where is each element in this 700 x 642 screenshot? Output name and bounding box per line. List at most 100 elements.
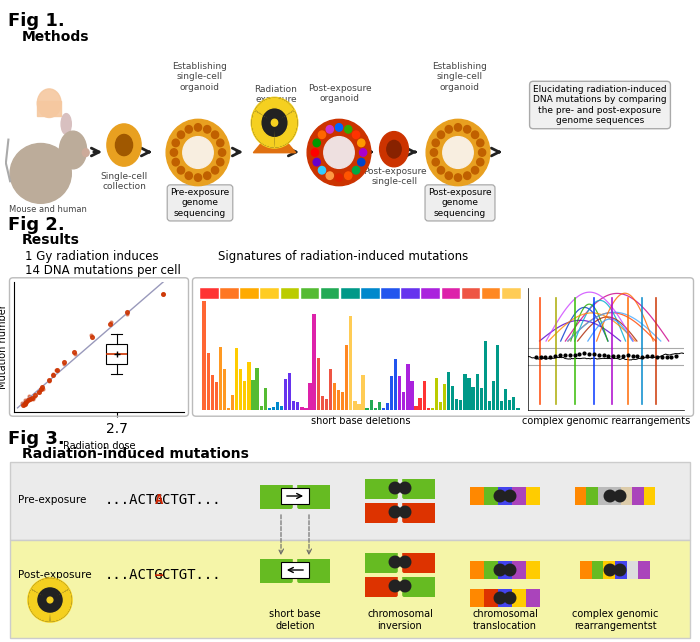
- Bar: [281, 562, 309, 578]
- FancyBboxPatch shape: [363, 551, 398, 573]
- Circle shape: [504, 564, 516, 576]
- Bar: [472, 387, 475, 410]
- Bar: [609, 487, 621, 505]
- Bar: [394, 359, 398, 410]
- Wedge shape: [252, 112, 274, 147]
- FancyBboxPatch shape: [298, 557, 332, 583]
- Y-axis label: Mutation number: Mutation number: [0, 304, 8, 390]
- Point: [29, 392, 40, 402]
- Point: [23, 391, 34, 401]
- Point: [666, 352, 677, 362]
- Text: short base
deletion: short base deletion: [270, 609, 321, 631]
- FancyBboxPatch shape: [258, 557, 293, 583]
- Bar: [321, 395, 324, 410]
- Bar: [488, 401, 491, 410]
- Bar: [575, 487, 587, 505]
- Text: Fig 2.: Fig 2.: [8, 216, 64, 234]
- Text: Results: Results: [22, 233, 80, 247]
- Wedge shape: [29, 591, 50, 621]
- Circle shape: [614, 564, 626, 576]
- Bar: [470, 487, 484, 505]
- Wedge shape: [32, 579, 68, 593]
- Circle shape: [44, 594, 56, 606]
- Text: Radiation-induced mutations: Radiation-induced mutations: [22, 447, 249, 461]
- Bar: [223, 369, 226, 410]
- Bar: [300, 408, 304, 410]
- Point: [50, 365, 61, 376]
- Bar: [276, 402, 279, 410]
- Circle shape: [335, 174, 342, 181]
- Circle shape: [432, 139, 440, 146]
- Point: [122, 307, 133, 317]
- Bar: [267, 408, 271, 410]
- Point: [574, 349, 585, 359]
- Bar: [475, 374, 479, 410]
- Point: [550, 351, 561, 361]
- FancyBboxPatch shape: [402, 575, 437, 597]
- Bar: [508, 400, 512, 410]
- Circle shape: [344, 172, 352, 179]
- Circle shape: [389, 507, 401, 517]
- Point: [612, 351, 624, 361]
- Circle shape: [445, 172, 452, 179]
- Wedge shape: [256, 98, 293, 123]
- Point: [43, 376, 55, 386]
- Point: [554, 350, 566, 360]
- Bar: [260, 406, 262, 410]
- Text: short base deletions: short base deletions: [312, 416, 411, 426]
- X-axis label: Radiation dose: Radiation dose: [63, 441, 135, 451]
- Bar: [498, 561, 512, 579]
- Bar: [325, 399, 328, 410]
- Circle shape: [604, 564, 616, 576]
- Point: [104, 318, 116, 329]
- Bar: [423, 381, 426, 410]
- Point: [33, 386, 44, 397]
- Bar: [526, 487, 540, 505]
- Circle shape: [604, 490, 616, 502]
- Circle shape: [268, 116, 281, 130]
- Bar: [482, 288, 500, 299]
- Circle shape: [352, 131, 360, 139]
- Circle shape: [293, 563, 307, 577]
- Bar: [309, 383, 312, 410]
- Point: [656, 352, 667, 362]
- Circle shape: [471, 131, 479, 139]
- FancyBboxPatch shape: [258, 483, 293, 509]
- Bar: [312, 314, 316, 410]
- Text: Post-exposure
single-cell: Post-exposure single-cell: [363, 167, 427, 186]
- Circle shape: [211, 166, 218, 174]
- Point: [617, 351, 629, 361]
- Circle shape: [283, 489, 297, 503]
- Point: [671, 351, 682, 361]
- Circle shape: [177, 131, 185, 139]
- Bar: [37, 101, 61, 116]
- Circle shape: [177, 166, 185, 174]
- Bar: [615, 561, 626, 579]
- Point: [559, 350, 570, 360]
- Bar: [374, 408, 377, 410]
- Bar: [281, 288, 299, 299]
- Bar: [251, 379, 255, 410]
- Circle shape: [251, 98, 298, 148]
- Circle shape: [172, 139, 179, 146]
- FancyBboxPatch shape: [402, 501, 437, 523]
- Text: ...ACTG: ...ACTG: [105, 568, 164, 582]
- Circle shape: [399, 580, 411, 592]
- Circle shape: [183, 137, 214, 168]
- Bar: [496, 345, 499, 410]
- Point: [58, 359, 69, 369]
- Circle shape: [463, 126, 471, 133]
- Point: [564, 350, 575, 360]
- Bar: [316, 358, 320, 410]
- Bar: [406, 364, 410, 410]
- Circle shape: [218, 149, 225, 156]
- Text: chromosomal
inversion: chromosomal inversion: [367, 609, 433, 631]
- Bar: [354, 401, 356, 410]
- Bar: [202, 301, 206, 410]
- Wedge shape: [275, 112, 297, 147]
- Circle shape: [313, 139, 321, 146]
- Circle shape: [438, 131, 444, 139]
- Circle shape: [217, 159, 224, 166]
- Circle shape: [494, 564, 506, 576]
- Point: [627, 351, 638, 361]
